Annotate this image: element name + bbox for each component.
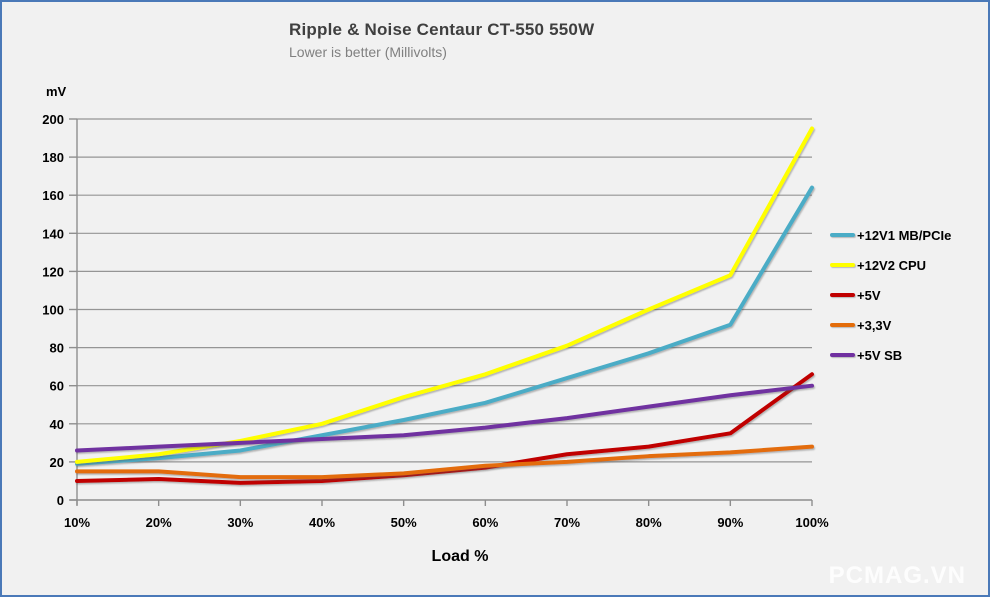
- y-tick-label: 80: [50, 341, 64, 356]
- legend-line-swatch: [830, 353, 855, 357]
- legend-line-swatch: [830, 323, 855, 327]
- legend-label: +5V SB: [857, 347, 903, 363]
- series-line-5v-sb: [75, 383, 814, 453]
- y-tick-label: 20: [50, 455, 64, 470]
- y-tick-label: 180: [42, 150, 64, 165]
- legend: +12V1 MB/PCIe +12V2 CPU +5V +3,3V +5V SB: [830, 220, 951, 370]
- y-tick-label: 40: [50, 417, 64, 432]
- y-tick-label: 200: [42, 112, 64, 127]
- x-tick-label: 60%: [472, 515, 498, 530]
- legend-item: +5V SB: [830, 340, 951, 370]
- x-tick-label: 70%: [554, 515, 580, 530]
- y-tick-label: 60: [50, 379, 64, 394]
- series-line-12v1-mb-pcie: [75, 185, 814, 466]
- legend-item: +12V2 CPU: [830, 250, 951, 280]
- y-tick-label: 140: [42, 226, 64, 241]
- chart-title: Ripple & Noise Centaur CT-550 550W: [289, 20, 595, 39]
- y-tick-label: 100: [42, 303, 64, 318]
- y-tick-label: 0: [57, 493, 64, 508]
- x-tick-label: 80%: [636, 515, 662, 530]
- x-axis-title: Load %: [431, 548, 489, 565]
- legend-label: +3,3V: [857, 317, 892, 333]
- legend-line-swatch: [830, 233, 855, 237]
- y-tick-label: 120: [42, 264, 64, 279]
- legend-item: +3,3V: [830, 310, 951, 340]
- legend-label: +5V: [857, 287, 881, 303]
- series-line-12v2-cpu: [75, 126, 814, 464]
- legend-line-swatch: [830, 293, 855, 297]
- y-tick-label: 160: [42, 188, 64, 203]
- legend-label: +12V1 MB/PCIe: [857, 227, 952, 243]
- x-tick-label: 40%: [309, 515, 335, 530]
- legend-item: +5V: [830, 280, 951, 310]
- x-tick-label: 20%: [146, 515, 172, 530]
- legend-item: +12V1 MB/PCIe: [830, 220, 951, 250]
- series-line-5v: [75, 372, 814, 485]
- series-line-3-3v: [75, 444, 814, 480]
- legend-line-swatch: [830, 263, 855, 267]
- watermark: PCMAG.VN: [828, 562, 966, 589]
- x-tick-label: 90%: [717, 515, 743, 530]
- x-tick-label: 10%: [64, 515, 90, 530]
- y-axis-unit-label: mV: [46, 84, 67, 99]
- chart-subtitle: Lower is better (Millivolts): [289, 44, 447, 60]
- x-tick-label: 30%: [227, 515, 253, 530]
- legend-label: +12V2 CPU: [857, 257, 927, 273]
- x-tick-label: 100%: [795, 515, 829, 530]
- x-tick-label: 50%: [391, 515, 417, 530]
